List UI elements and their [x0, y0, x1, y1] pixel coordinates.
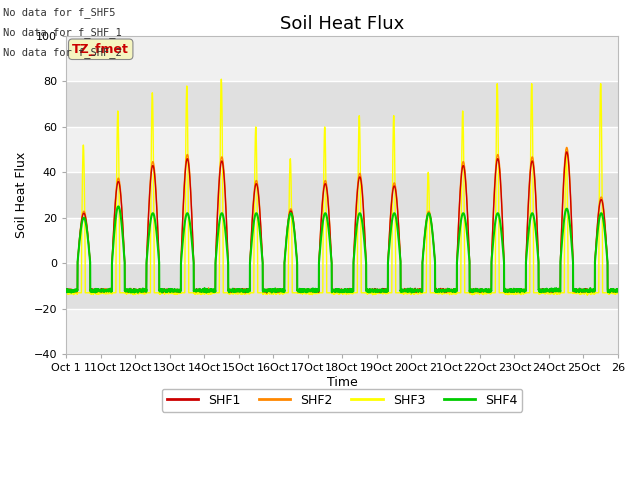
SHF2 [493, 152, 501, 157]
Y-axis label: Soil Heat Flux: Soil Heat Flux [15, 152, 28, 238]
SHF1 [493, 156, 501, 162]
Line: SHF4: SHF4 [66, 206, 618, 293]
Bar [66, 309, 618, 354]
SHF4 [62, 287, 70, 293]
SHF4 [535, 287, 543, 292]
Text: No data for f_SHF5: No data for f_SHF5 [3, 7, 116, 18]
Text: TZ_fmet: TZ_fmet [72, 43, 129, 56]
Bar [66, 172, 618, 218]
SHF4 [134, 290, 141, 296]
SHF1 [62, 287, 70, 292]
SHF4 [177, 288, 184, 294]
SHF2 [563, 144, 570, 150]
SHF3 [62, 290, 70, 296]
Bar [66, 82, 618, 127]
SHF4 [521, 287, 529, 293]
SHF2 [392, 187, 400, 193]
SHF3 [177, 289, 184, 295]
SHF2 [535, 288, 543, 293]
SHF2 [362, 288, 370, 293]
SHF1 [177, 288, 184, 294]
SHF3 [363, 289, 371, 295]
SHF3 [584, 292, 591, 298]
SHF2 [177, 288, 184, 293]
SHF2 [521, 288, 529, 293]
SHF4 [392, 216, 400, 222]
SHF3 [392, 290, 400, 296]
Bar [66, 218, 618, 263]
SHF1 [363, 288, 371, 294]
Text: No data for f_SHF_2: No data for f_SHF_2 [3, 48, 122, 59]
Title: Soil Heat Flux: Soil Heat Flux [280, 15, 404, 33]
SHF2 [62, 288, 70, 294]
X-axis label: Time: Time [326, 376, 357, 389]
SHF2 [614, 288, 622, 293]
SHF1 [392, 191, 400, 196]
SHF2 [408, 290, 415, 296]
Bar [66, 127, 618, 172]
SHF1 [535, 287, 543, 292]
Text: No data for f_SHF_1: No data for f_SHF_1 [3, 27, 122, 38]
SHF4 [363, 288, 371, 294]
Bar [66, 263, 618, 309]
SHF1 [563, 149, 570, 155]
Line: SHF2: SHF2 [66, 147, 618, 293]
SHF1 [263, 290, 271, 296]
SHF3 [535, 291, 543, 297]
SHF3 [218, 76, 225, 82]
SHF1 [614, 288, 622, 293]
SHF4 [614, 288, 622, 293]
SHF3 [493, 84, 501, 89]
SHF3 [521, 290, 529, 296]
Bar [66, 36, 618, 82]
Legend: SHF1, SHF2, SHF3, SHF4: SHF1, SHF2, SHF3, SHF4 [162, 388, 522, 411]
SHF3 [614, 290, 622, 296]
Line: SHF3: SHF3 [66, 79, 618, 295]
SHF1 [521, 288, 529, 293]
SHF4 [493, 210, 501, 216]
SHF4 [115, 204, 122, 209]
Line: SHF1: SHF1 [66, 152, 618, 293]
